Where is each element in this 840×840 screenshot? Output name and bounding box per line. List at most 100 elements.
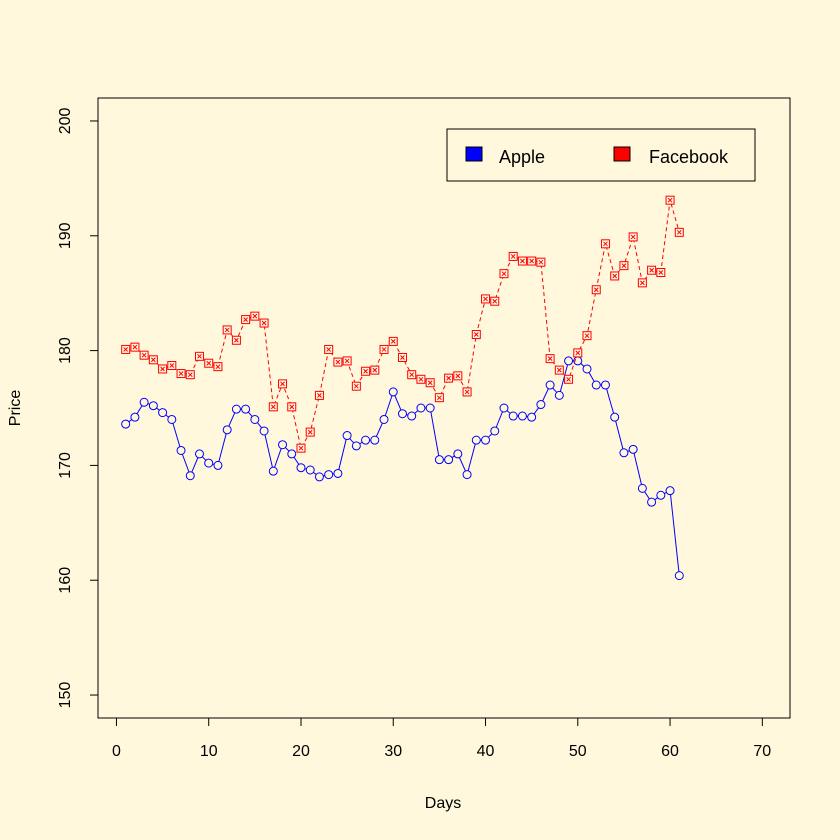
data-point-facebook bbox=[139, 350, 149, 360]
data-point-apple bbox=[342, 431, 352, 441]
y-tick-label: 200 bbox=[57, 108, 74, 135]
data-point-apple bbox=[241, 404, 251, 414]
data-point-facebook bbox=[425, 378, 435, 388]
data-point-apple bbox=[425, 403, 435, 413]
y-tick-label: 190 bbox=[57, 222, 74, 249]
data-point-apple bbox=[416, 403, 426, 413]
data-point-apple bbox=[582, 364, 592, 374]
legend: Apple Facebook bbox=[446, 128, 756, 182]
data-point-apple bbox=[527, 412, 537, 422]
data-point-apple bbox=[204, 458, 214, 468]
data-point-apple bbox=[444, 455, 454, 465]
data-point-facebook bbox=[268, 402, 278, 412]
data-point-apple bbox=[167, 414, 177, 424]
x-tick-label: 60 bbox=[661, 743, 679, 760]
x-tick-label: 30 bbox=[384, 743, 402, 760]
legend-swatch-facebook bbox=[613, 146, 631, 162]
series-apple bbox=[121, 356, 684, 581]
data-point-apple bbox=[600, 380, 610, 390]
data-point-apple bbox=[278, 440, 288, 450]
data-point-facebook bbox=[536, 257, 546, 267]
data-point-apple bbox=[517, 411, 527, 421]
data-point-facebook bbox=[656, 268, 666, 278]
data-point-facebook bbox=[158, 364, 168, 374]
data-point-facebook bbox=[591, 285, 601, 295]
data-point-apple bbox=[665, 486, 675, 496]
data-point-apple bbox=[481, 435, 491, 445]
data-point-facebook bbox=[573, 348, 583, 358]
data-point-facebook bbox=[241, 315, 251, 325]
data-point-apple bbox=[231, 404, 241, 414]
data-point-apple bbox=[305, 465, 315, 475]
data-point-apple bbox=[250, 414, 260, 424]
data-point-facebook bbox=[471, 330, 481, 340]
data-point-facebook bbox=[259, 318, 269, 328]
data-point-apple bbox=[471, 435, 481, 445]
data-point-facebook bbox=[600, 239, 610, 249]
data-point-facebook bbox=[619, 261, 629, 271]
data-point-facebook bbox=[416, 374, 426, 384]
data-point-facebook bbox=[545, 354, 555, 364]
x-tick-label: 0 bbox=[112, 743, 121, 760]
data-point-apple bbox=[536, 400, 546, 410]
data-point-facebook bbox=[453, 371, 463, 381]
data-point-facebook bbox=[582, 331, 592, 341]
data-point-facebook bbox=[665, 195, 675, 205]
x-tick-label: 70 bbox=[753, 743, 771, 760]
data-point-facebook bbox=[444, 373, 454, 383]
series-layer bbox=[121, 195, 684, 581]
data-point-facebook bbox=[213, 362, 223, 372]
data-point-apple bbox=[222, 425, 232, 435]
data-point-apple bbox=[453, 449, 463, 459]
y-axis: 150 160 170 180 190 200 bbox=[57, 108, 99, 708]
data-point-apple bbox=[499, 403, 509, 413]
data-point-apple bbox=[213, 460, 223, 470]
data-point-facebook bbox=[397, 352, 407, 362]
data-point-facebook bbox=[278, 379, 288, 389]
data-point-apple bbox=[637, 483, 647, 493]
data-point-facebook bbox=[333, 357, 343, 367]
data-point-facebook bbox=[231, 335, 241, 345]
series-line-apple bbox=[125, 360, 680, 576]
series-facebook bbox=[121, 195, 684, 453]
data-point-facebook bbox=[287, 402, 297, 412]
data-point-facebook bbox=[167, 361, 177, 371]
data-point-apple bbox=[139, 397, 149, 407]
data-point-facebook bbox=[314, 390, 324, 400]
data-point-facebook bbox=[490, 296, 500, 306]
y-tick-label: 180 bbox=[57, 337, 74, 364]
data-point-facebook bbox=[647, 265, 657, 275]
data-point-apple bbox=[361, 435, 371, 445]
y-axis-label: Price bbox=[7, 390, 24, 427]
data-point-apple bbox=[314, 472, 324, 482]
data-point-apple bbox=[194, 449, 204, 459]
data-point-facebook bbox=[554, 365, 564, 375]
x-axis-label: Days bbox=[425, 795, 461, 812]
y-tick-label: 160 bbox=[57, 567, 74, 594]
data-point-apple bbox=[379, 414, 389, 424]
data-point-apple bbox=[628, 444, 638, 454]
data-point-facebook bbox=[130, 342, 140, 352]
data-point-apple bbox=[148, 401, 158, 411]
data-point-apple bbox=[434, 455, 444, 465]
data-point-apple bbox=[554, 390, 564, 400]
data-point-apple bbox=[397, 409, 407, 419]
data-point-apple bbox=[158, 408, 168, 418]
data-point-apple bbox=[333, 468, 343, 478]
data-point-apple bbox=[324, 470, 334, 480]
data-point-facebook bbox=[222, 325, 232, 335]
x-tick-label: 50 bbox=[569, 743, 587, 760]
data-point-facebook bbox=[324, 344, 334, 354]
x-tick-label: 10 bbox=[200, 743, 218, 760]
data-point-apple bbox=[370, 435, 380, 445]
data-point-facebook bbox=[296, 443, 306, 453]
data-point-facebook bbox=[564, 374, 574, 384]
data-point-facebook bbox=[499, 269, 509, 279]
data-point-apple bbox=[407, 411, 417, 421]
data-point-apple bbox=[462, 470, 472, 480]
data-point-apple bbox=[591, 380, 601, 390]
data-point-apple bbox=[619, 448, 629, 458]
data-point-apple bbox=[296, 463, 306, 473]
